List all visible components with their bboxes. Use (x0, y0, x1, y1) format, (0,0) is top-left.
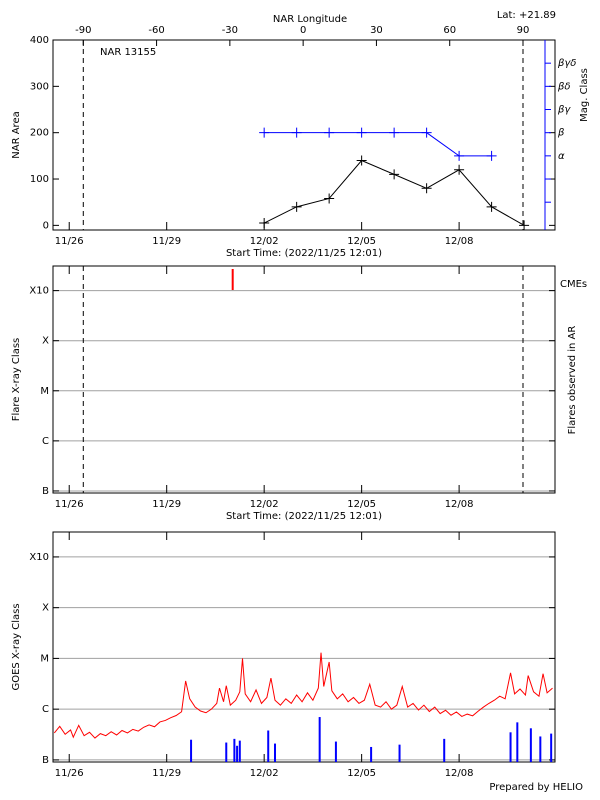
plus-marker (356, 155, 367, 166)
legend-label: CMEs (560, 279, 587, 290)
y2-tick-label: βγ (557, 105, 571, 116)
flux-bar (238, 740, 241, 762)
plus-marker (389, 169, 400, 180)
y-tick-label: 300 (30, 81, 49, 92)
y2-tick-label: βδ (557, 81, 571, 92)
x-tick-label: 12/05 (347, 499, 376, 510)
y-tick-label: X10 (29, 552, 49, 563)
flux-bar (370, 746, 373, 762)
plus-marker (291, 127, 302, 138)
y-tick-label: M (40, 653, 49, 664)
y-tick-label: X (42, 603, 49, 614)
y-tick-label: X (42, 336, 49, 347)
y-tick-label: C (42, 436, 49, 447)
y-tick-label: 400 (30, 35, 49, 46)
flux-bar (529, 728, 532, 762)
plus-marker (421, 127, 432, 138)
flux-bar (225, 742, 228, 762)
x-axis-label: Start Time: (2022/11/25 12:01) (226, 248, 382, 259)
x-tick-label: 11/29 (152, 768, 181, 779)
flux-bar (443, 738, 446, 762)
plus-marker (454, 150, 465, 161)
x-tick-label: 12/08 (445, 768, 474, 779)
y-axis-label: Flare X-ray Class (11, 338, 22, 422)
x-tick-label: 12/02 (250, 236, 279, 247)
plot-frame (52, 265, 556, 494)
flux-bar (334, 741, 337, 762)
x2-tick-label: -30 (222, 25, 238, 36)
y-axis-label: NAR Area (11, 111, 22, 158)
flux-bar (233, 738, 236, 762)
flux-bar (509, 732, 512, 762)
x-tick-label: 12/05 (347, 768, 376, 779)
y2-axis-label: Flares observed in AR (567, 326, 578, 435)
flux-bar (318, 717, 321, 762)
plus-marker (454, 164, 465, 175)
x-tick-label: 12/02 (250, 499, 279, 510)
x2-tick-label: 0 (300, 25, 306, 36)
x-tick-label: 12/02 (250, 768, 279, 779)
series-line (264, 132, 492, 157)
plus-marker (259, 218, 270, 229)
y-tick-label: 100 (30, 174, 49, 185)
y-tick-label: M (40, 386, 49, 397)
flux-bar (539, 736, 542, 762)
y-tick-label: B (42, 755, 49, 766)
y2-tick-label: α (558, 151, 565, 162)
flux-bar (236, 745, 239, 762)
y-tick-label: B (42, 486, 49, 497)
y-axis-label: GOES X-ray Class (11, 603, 22, 690)
plus-marker (486, 201, 497, 212)
x2-axis-label: NAR Longitude (273, 14, 347, 25)
plus-marker (519, 220, 530, 231)
flux-bar (190, 739, 193, 762)
plus-marker (356, 127, 367, 138)
x2-tick-label: 30 (370, 25, 383, 36)
plus-marker (259, 127, 270, 138)
y-tick-label: C (42, 704, 49, 715)
plus-marker (421, 183, 432, 194)
plot-frame (52, 531, 556, 763)
plot-frame (52, 39, 556, 231)
plus-marker (389, 127, 400, 138)
credit: Prepared by HELIO (489, 782, 583, 793)
chart-title: NAR 13155 (100, 47, 156, 58)
y-tick-label: 0 (43, 220, 49, 231)
x-axis-label: Start Time: (2022/11/25 12:01) (226, 511, 382, 522)
y2-tick-label: β (557, 128, 565, 139)
x-tick-label: 11/29 (152, 499, 181, 510)
x2-tick-label: -60 (148, 25, 164, 36)
plus-marker (291, 201, 302, 212)
x-tick-label: 12/05 (347, 236, 376, 247)
y-tick-label: 200 (30, 128, 49, 139)
flux-line (53, 652, 553, 739)
x2-tick-label: -90 (75, 25, 91, 36)
flux-bar (267, 730, 270, 762)
x-tick-label: 11/26 (55, 499, 84, 510)
flux-bar (273, 743, 276, 762)
flux-bar (398, 744, 401, 762)
y2-tick-label: βγδ (557, 58, 576, 69)
x-tick-label: 11/29 (152, 236, 181, 247)
chart-subtitle: Lat: +21.89 (497, 10, 556, 21)
plus-marker (486, 150, 497, 161)
flux-bar (516, 722, 519, 762)
x-tick-label: 12/08 (445, 236, 474, 247)
plus-marker (324, 193, 335, 204)
x-tick-label: 12/08 (445, 499, 474, 510)
x2-tick-label: 60 (443, 25, 456, 36)
flux-bar (550, 733, 553, 762)
plus-marker (324, 127, 335, 138)
y-tick-label: X10 (29, 286, 49, 297)
y2-axis-label: Mag. Class (579, 68, 590, 122)
x2-tick-label: 90 (517, 25, 530, 36)
x-tick-label: 11/26 (55, 236, 84, 247)
x-tick-label: 11/26 (55, 768, 84, 779)
